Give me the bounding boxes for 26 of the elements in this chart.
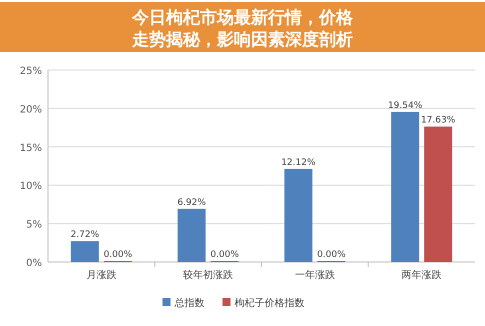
data-label: 0.00% — [210, 250, 240, 260]
y-tick-label: 15% — [20, 142, 42, 154]
x-tick-label: 两年涨跌 — [402, 269, 442, 281]
data-label: 6.92% — [177, 198, 206, 208]
y-tick-label: 0% — [26, 258, 42, 269]
bar — [424, 126, 452, 262]
x-tick-label: 一年涨跌 — [294, 269, 335, 281]
bar — [284, 168, 312, 262]
data-label: 12.12% — [281, 158, 316, 168]
chart-title: 今日枸杞市场最新行情，价格走势揭秘，影响因素深度剖析 — [131, 8, 354, 50]
legend-label: 枸杞子价格指数 — [234, 297, 304, 309]
data-label: 0.00% — [104, 250, 133, 260]
data-label: 19.54% — [388, 100, 423, 111]
legend-label: 总指数 — [174, 297, 204, 309]
y-tick-label: 25% — [20, 66, 42, 77]
data-label: 2.72% — [70, 230, 100, 240]
y-tick-label: 20% — [20, 104, 42, 116]
data-label: 17.63% — [420, 116, 456, 126]
bar — [391, 112, 420, 262]
bar — [70, 241, 99, 262]
bar — [178, 208, 206, 262]
y-tick-label: 10% — [20, 181, 42, 192]
data-label: 0.00% — [317, 250, 346, 260]
y-tick-label: 5% — [26, 220, 42, 231]
x-tick-label: 月涨跌 — [86, 269, 116, 281]
x-tick-label: 较年初涨跌 — [183, 269, 234, 281]
